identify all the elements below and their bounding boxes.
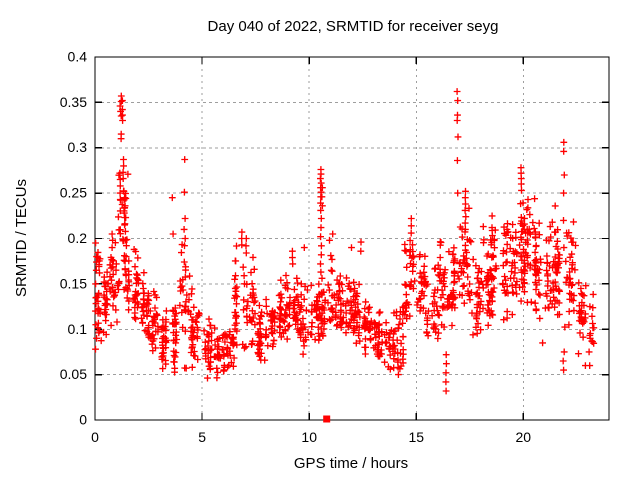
- plot-border: [94, 56, 610, 421]
- y-tick-label-04: 0.4: [68, 49, 88, 65]
- chart-title: Day 040 of 2022, SRMTID for receiver sey…: [208, 18, 499, 35]
- x-axis-label: GPS time / hours: [294, 455, 408, 472]
- x-tick-label-20: 20: [516, 429, 532, 445]
- gridlines: [95, 57, 609, 420]
- x-tick-label-10: 10: [301, 429, 317, 445]
- y-tick-label-035: 0.35: [60, 94, 87, 110]
- x-tick-label-5: 5: [198, 429, 206, 445]
- scatter-plus-markers: [92, 88, 598, 395]
- y-tick-label-03: 0.3: [68, 139, 88, 155]
- axis-outlier-marker: [323, 415, 331, 423]
- x-tick-label-15: 15: [409, 429, 425, 445]
- data-points: [92, 88, 598, 423]
- y-tick-label-02: 0.2: [68, 230, 88, 246]
- axis-tick-marks: [94, 56, 609, 421]
- y-tick-label-01: 0.1: [68, 321, 88, 337]
- y-tick-label-005: 0.05: [60, 366, 87, 382]
- y-tick-label-015: 0.15: [60, 275, 87, 291]
- x-tick-label-0: 0: [91, 429, 99, 445]
- y-axis-label: SRMTID / TECUs: [13, 179, 30, 297]
- y-tick-label-0: 0: [79, 412, 87, 428]
- y-tick-label-025: 0.25: [60, 185, 87, 201]
